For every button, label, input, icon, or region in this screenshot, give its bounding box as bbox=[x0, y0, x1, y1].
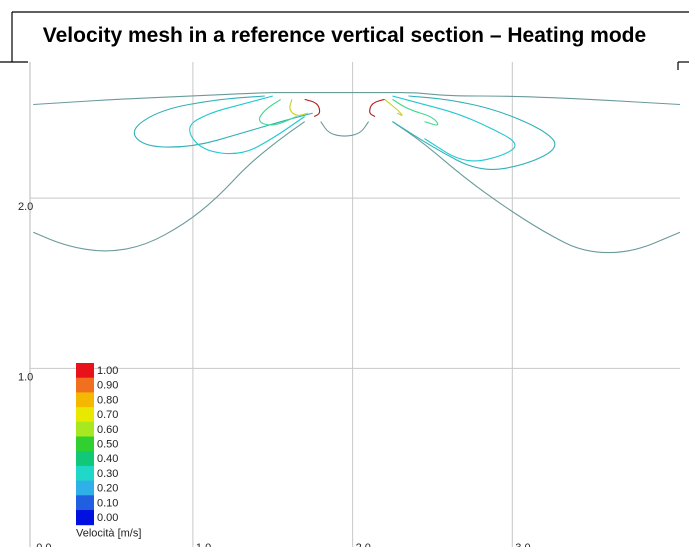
legend-label: 0.50 bbox=[97, 439, 118, 451]
legend-swatch bbox=[76, 436, 94, 452]
x-tick-label: 3.0 bbox=[515, 542, 530, 547]
contour-line-0.00 bbox=[392, 121, 681, 254]
contour-line-0.60 bbox=[384, 98, 403, 116]
x-tick-label: 2.0 bbox=[356, 542, 371, 547]
x-tick-label: 1.0 bbox=[196, 542, 211, 547]
contour-lines bbox=[32, 92, 681, 254]
legend-swatch bbox=[76, 407, 94, 423]
legend-label: 0.40 bbox=[97, 453, 118, 465]
legend-label: 0.80 bbox=[97, 394, 118, 406]
legend-swatch bbox=[76, 421, 94, 437]
legend-label: 0.30 bbox=[97, 468, 118, 480]
legend-swatch bbox=[76, 451, 94, 467]
y-tick-label: 1.0 bbox=[18, 371, 33, 383]
contour-line-1.00 bbox=[304, 98, 321, 117]
legend-swatch bbox=[76, 392, 94, 408]
legend-title: Velocità [m/s] bbox=[76, 528, 141, 540]
contour-line-0.30 bbox=[392, 98, 439, 126]
chart-title: Velocity mesh in a reference vertical se… bbox=[42, 24, 647, 47]
legend-swatch bbox=[76, 363, 94, 379]
legend-label: 0.00 bbox=[97, 512, 118, 524]
x-tick-label: 0.0 bbox=[36, 542, 51, 547]
legend: 1.00 0.90 0.80 0.70 0.60 0.50 0.40 0.30 0.20 0.10… bbox=[76, 363, 141, 540]
contour-line-0.00 bbox=[32, 121, 306, 252]
legend-label: 0.70 bbox=[97, 409, 118, 421]
contour-line-0.10 bbox=[392, 95, 556, 170]
tick-labels: 0.0 1.0 2.0 3.0 1.0 2.0 bbox=[18, 201, 531, 547]
legend-swatch bbox=[76, 495, 94, 511]
legend-swatch bbox=[76, 377, 94, 393]
legend-swatch bbox=[76, 465, 94, 482]
legend-label: 0.20 bbox=[97, 483, 118, 495]
contour-line-0.20 bbox=[189, 95, 306, 155]
title-bar: Velocity mesh in a reference vertical se… bbox=[0, 0, 689, 62]
contour-line-0.00 bbox=[33, 92, 681, 106]
title-rules bbox=[0, 11, 689, 70]
contour-line-1.00 bbox=[369, 98, 385, 117]
contour-line-0.30 bbox=[258, 98, 297, 126]
contour-line-0.00 bbox=[320, 121, 370, 137]
contour-line-0.10 bbox=[133, 95, 313, 148]
legend-label: 0.60 bbox=[97, 424, 118, 436]
legend-swatch bbox=[76, 480, 94, 496]
contour-line-0.60 bbox=[289, 99, 309, 116]
legend-label: 1.00 bbox=[97, 365, 118, 377]
y-tick-label: 2.0 bbox=[18, 201, 33, 213]
legend-label: 0.10 bbox=[97, 497, 118, 509]
legend-swatch bbox=[76, 510, 94, 526]
contour-line-0.20 bbox=[392, 95, 516, 162]
grid bbox=[29, 62, 680, 547]
legend-label: 0.90 bbox=[97, 380, 118, 392]
